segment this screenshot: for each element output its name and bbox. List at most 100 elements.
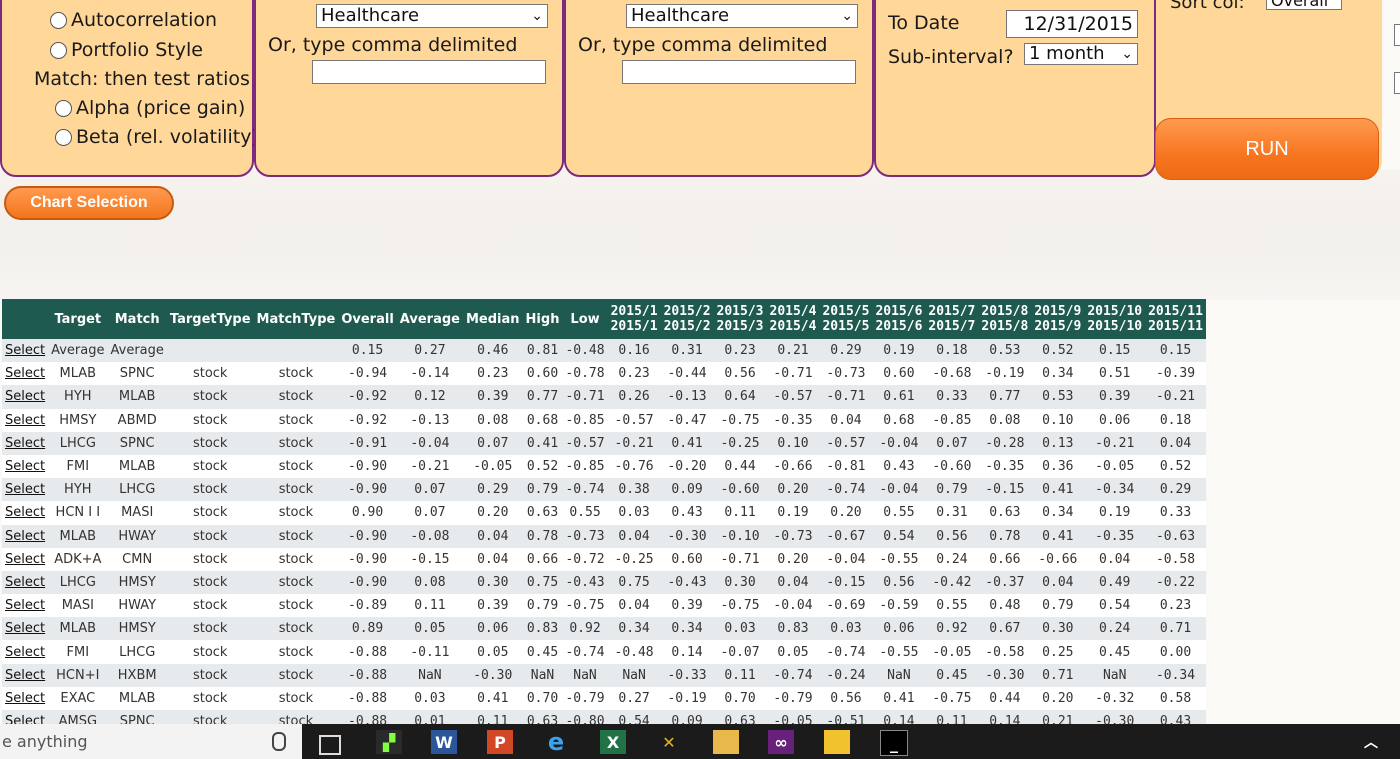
match-sector-select[interactable]: Healthcare ⌄ xyxy=(626,4,858,28)
select-link[interactable]: Select xyxy=(2,617,49,641)
target-comma-label: Or, type comma delimited xyxy=(268,34,518,56)
table-cell: 0.77 xyxy=(522,385,563,409)
table-cell: 0.41 xyxy=(872,686,926,710)
mic-icon[interactable] xyxy=(272,732,286,751)
taskbar-search[interactable]: e anything xyxy=(0,724,302,759)
table-cell: 0.41 xyxy=(522,431,563,455)
select-link[interactable]: Select xyxy=(2,454,49,479)
table-cell: 0.78 xyxy=(978,524,1032,548)
select-link[interactable]: Select xyxy=(2,362,49,386)
excel-icon[interactable]: X xyxy=(600,730,626,754)
sticky-icon[interactable] xyxy=(824,730,850,754)
side-checkbox[interactable] xyxy=(1394,24,1400,46)
select-link[interactable]: Select xyxy=(2,408,49,432)
table-cell: -0.15 xyxy=(819,570,873,595)
table-cell: stock xyxy=(253,385,339,409)
table-cell: 0.44 xyxy=(713,454,767,479)
chart-selection-button[interactable]: Chart Selection xyxy=(4,186,174,220)
table-cell: 0.83 xyxy=(522,617,563,641)
table-cell: 0.34 xyxy=(1031,501,1085,525)
run-button[interactable]: RUN xyxy=(1155,118,1379,180)
table-cell: CMN xyxy=(107,547,167,571)
table-cell: -0.90 xyxy=(338,454,397,479)
powerpoint-icon[interactable]: P xyxy=(487,730,513,754)
radio-icon[interactable] xyxy=(55,99,72,117)
alpha-label: Alpha (price gain) xyxy=(76,97,246,119)
select-link[interactable]: Select xyxy=(2,478,49,502)
target-comma-input[interactable] xyxy=(312,60,546,84)
visual-studio-icon[interactable]: ∞ xyxy=(768,730,794,754)
table-cell: -0.32 xyxy=(1084,686,1146,710)
edge-icon[interactable]: e xyxy=(547,728,565,756)
side-checkbox[interactable] xyxy=(1394,72,1400,94)
table-cell: -0.19 xyxy=(660,686,714,710)
word-icon[interactable]: W xyxy=(431,730,457,754)
select-link[interactable]: Select xyxy=(2,431,49,455)
table-cell: 0.12 xyxy=(396,385,463,409)
sort-label: Sort col: xyxy=(1170,0,1245,13)
radio-icon[interactable] xyxy=(50,11,67,29)
table-cell: -0.72 xyxy=(562,547,608,571)
table-cell: 0.29 xyxy=(819,339,873,363)
select-link[interactable]: Select xyxy=(2,570,49,595)
select-link[interactable]: Select xyxy=(2,663,49,687)
to-date-input[interactable]: 12/31/2015 xyxy=(1006,10,1138,38)
table-cell: -0.37 xyxy=(978,570,1032,595)
select-link[interactable]: Select xyxy=(2,640,49,664)
table-cell: NaN xyxy=(872,663,926,687)
table-cell: NaN xyxy=(1084,663,1146,687)
select-link[interactable]: Select xyxy=(2,524,49,548)
column-header-line: 2015/2 xyxy=(663,319,711,334)
table-cell: HXBM xyxy=(107,663,167,687)
table-cell: 0.71 xyxy=(1145,617,1206,641)
table-cell: 0.00 xyxy=(1145,640,1206,664)
column-header: High xyxy=(522,299,563,339)
select-link[interactable]: Select xyxy=(2,339,49,363)
radio-icon[interactable] xyxy=(50,41,67,59)
table-cell: 0.04 xyxy=(1145,431,1206,455)
terminal-icon[interactable]: _ xyxy=(880,730,908,756)
select-link[interactable]: Select xyxy=(2,547,49,571)
subinterval-select[interactable]: 1 month ⌄ xyxy=(1024,43,1138,65)
table-cell: -0.25 xyxy=(713,431,767,455)
table-row: Select HCN I I MASI stock stock 0.90 0.07 0.20 0… xyxy=(2,501,1206,525)
table-cell: LHCG xyxy=(107,640,167,664)
app-icon[interactable]: ▞ xyxy=(376,730,402,754)
table-row: Select FMI MLAB stock stock -0.90 -0.21 -0.05 0.… xyxy=(2,454,1206,479)
column-header-line: 2015/2 xyxy=(663,304,711,319)
table-cell: -0.74 xyxy=(819,478,873,502)
select-link[interactable]: Select xyxy=(2,594,49,618)
radio-icon[interactable] xyxy=(55,128,72,146)
select-link[interactable]: Select xyxy=(2,385,49,409)
target-sector-select[interactable]: Healthcare ⌄ xyxy=(316,4,548,28)
portfolio-style-label: Portfolio Style xyxy=(71,39,203,61)
table-cell: -0.59 xyxy=(872,594,926,618)
autocorrelation-option[interactable]: Autocorrelation xyxy=(50,9,217,31)
chevron-up-icon[interactable]: ︿ xyxy=(1364,735,1378,751)
table-cell: 0.07 xyxy=(463,431,523,455)
table-cell: 0.18 xyxy=(925,339,979,363)
table-cell: 0.20 xyxy=(1031,686,1085,710)
portfolio-style-option[interactable]: Portfolio Style xyxy=(50,39,203,61)
table-cell: stock xyxy=(253,408,339,432)
beta-option[interactable]: Beta (rel. volatility) xyxy=(55,126,259,148)
table-cell: 0.79 xyxy=(522,594,563,618)
alpha-option[interactable]: Alpha (price gain) xyxy=(55,97,245,119)
tools-icon[interactable]: ✕ xyxy=(662,732,676,752)
table-cell: -0.71 xyxy=(766,362,820,386)
explorer-icon[interactable] xyxy=(713,730,739,754)
task-view-icon[interactable] xyxy=(319,735,341,755)
table-cell: -0.67 xyxy=(819,524,873,548)
table-cell: Average xyxy=(107,339,167,363)
column-header-line: 2015/11 xyxy=(1148,319,1203,334)
select-link[interactable]: Select xyxy=(2,686,49,710)
match-comma-input[interactable] xyxy=(622,60,856,84)
sort-select[interactable]: Overall xyxy=(1266,0,1342,10)
match-ratios-label: Match: then test ratios xyxy=(34,68,250,90)
select-link[interactable]: Select xyxy=(2,501,49,525)
table-cell: -0.04 xyxy=(819,547,873,571)
table-cell: -0.48 xyxy=(562,339,608,363)
table-cell: 0.78 xyxy=(522,524,563,548)
table-cell: -0.35 xyxy=(1084,524,1146,548)
table-cell: 0.05 xyxy=(463,640,523,664)
